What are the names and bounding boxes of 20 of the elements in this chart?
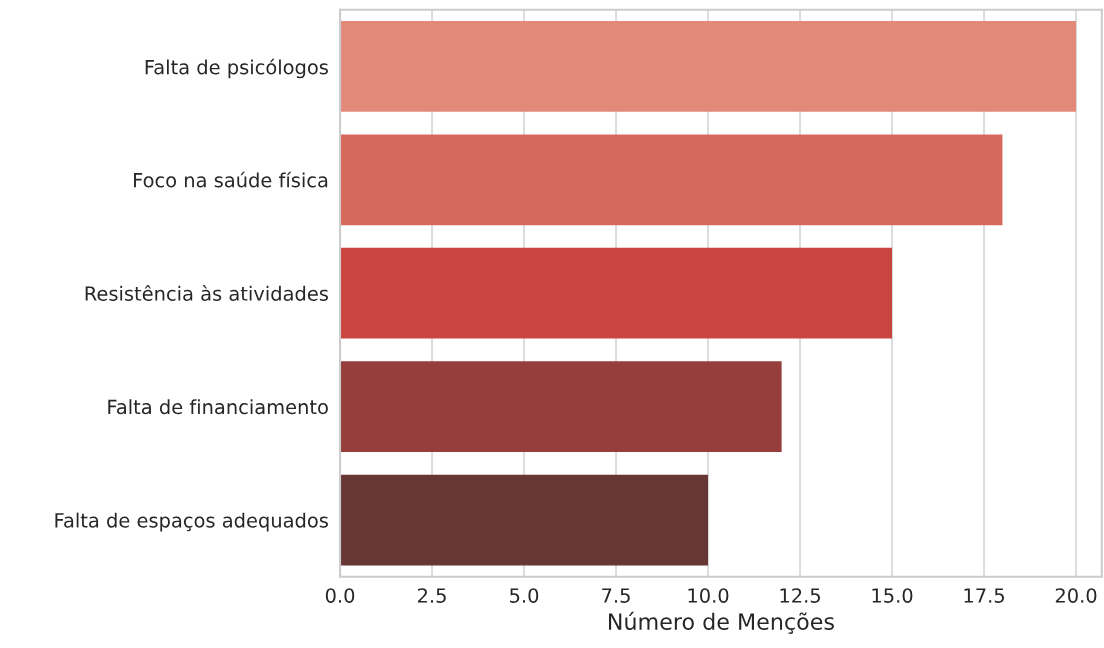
x-tick-label: 0.0 — [325, 588, 355, 603]
x-tick-label: 15.0 — [872, 588, 913, 603]
x-tick-label: 12.5 — [780, 588, 820, 603]
bar — [340, 247, 893, 339]
x-tick-label: 17.5 — [964, 588, 1004, 603]
bar — [340, 474, 709, 566]
bar — [340, 361, 782, 452]
x-tick-label: 20.0 — [1055, 588, 1097, 603]
y-tick-label: Foco na saúde física — [134, 171, 328, 188]
x-axis-title: Número de Menções — [609, 611, 834, 634]
y-tick-label: Falta de psicólogos — [145, 58, 328, 79]
x-tick-label: 5.0 — [510, 588, 539, 603]
x-tick-label: 10.0 — [688, 588, 729, 603]
x-tick-label: 7.5 — [602, 588, 630, 603]
y-tick-label: Falta de financiamento — [108, 399, 328, 415]
y-tick-label: Resistência às atividades — [85, 285, 328, 301]
x-tick-label: 2.5 — [418, 588, 446, 603]
y-tick-label: Falta de espaços adequados — [55, 512, 328, 532]
bar — [340, 21, 1077, 112]
bar — [340, 134, 1003, 226]
